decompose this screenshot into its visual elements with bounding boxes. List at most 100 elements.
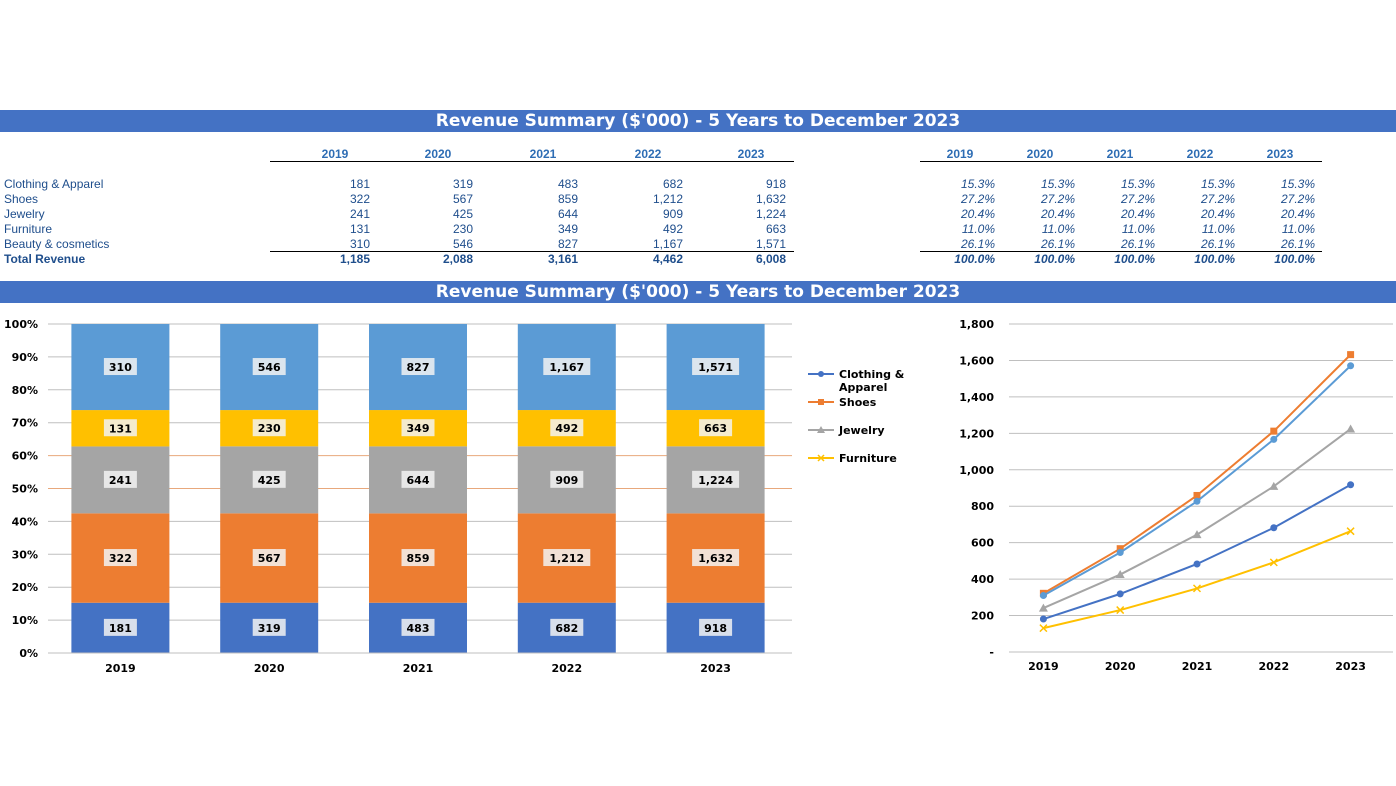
total-cell: 4,462 bbox=[652, 252, 683, 266]
pct-cell: 26.1% bbox=[960, 237, 995, 251]
table-cell: 181 bbox=[349, 177, 370, 191]
data-label: 909 bbox=[555, 474, 578, 487]
data-label-box bbox=[699, 419, 733, 437]
y-tick-label: 40% bbox=[12, 515, 38, 528]
y-tick-label: 0% bbox=[19, 647, 38, 660]
x-tick-label: 2019 bbox=[1028, 660, 1059, 673]
y-tick-label: 400 bbox=[971, 573, 994, 586]
data-label-box bbox=[692, 358, 740, 376]
pct-cell: 15.3% bbox=[1280, 177, 1315, 191]
marker-circle bbox=[1116, 590, 1124, 598]
data-label-box bbox=[401, 419, 435, 437]
marker-circle bbox=[1347, 362, 1355, 370]
data-label: 644 bbox=[407, 474, 430, 487]
table-cell: 319 bbox=[452, 177, 473, 191]
table-cell: 827 bbox=[557, 237, 578, 251]
marker-triangle bbox=[1192, 530, 1202, 539]
marker-triangle bbox=[1038, 603, 1048, 612]
pct-cell: 27.2% bbox=[1040, 192, 1075, 206]
data-label: 1,224 bbox=[698, 474, 733, 487]
data-label-box bbox=[103, 618, 137, 636]
y-tick-label: 60% bbox=[12, 450, 38, 463]
y-tick-label: 20% bbox=[12, 581, 38, 594]
pct-header-underline bbox=[920, 161, 1322, 162]
data-label-box bbox=[401, 618, 435, 636]
y-tick-label: 70% bbox=[12, 417, 38, 430]
pct-cell: 20.4% bbox=[1280, 207, 1315, 221]
table-cell: 663 bbox=[765, 222, 786, 236]
pct-cell: 11.0% bbox=[1201, 222, 1235, 236]
marker-circle bbox=[1039, 615, 1047, 623]
series-line bbox=[1043, 530, 1351, 630]
table-cell: 1,571 bbox=[755, 237, 786, 251]
marker-x bbox=[1116, 606, 1125, 615]
marker-circle bbox=[1116, 549, 1124, 557]
table-cell: 1,632 bbox=[755, 192, 786, 206]
data-label: 859 bbox=[407, 552, 430, 565]
y-tick-label: 10% bbox=[12, 614, 38, 627]
pct-cell: 20.4% bbox=[1120, 207, 1155, 221]
pct-cell: 15.3% bbox=[1040, 177, 1075, 191]
legend-label: Clothing & Apparel bbox=[839, 368, 905, 394]
row-label: Furniture bbox=[4, 222, 53, 236]
x-tick-label: 2020 bbox=[1105, 660, 1136, 673]
total-cell: 2,088 bbox=[442, 252, 473, 266]
data-label: 567 bbox=[258, 552, 281, 565]
table-cell: 1,212 bbox=[652, 192, 683, 206]
data-label-box bbox=[401, 358, 435, 376]
data-label-box bbox=[103, 358, 137, 376]
total-label: Total Revenue bbox=[4, 252, 86, 266]
data-label-box bbox=[543, 358, 591, 376]
total-pct-cell: 100.0% bbox=[954, 252, 995, 266]
pct-cell: 27.2% bbox=[1280, 192, 1315, 206]
pct-cell: 11.0% bbox=[1121, 222, 1155, 236]
marker-triangle bbox=[1346, 424, 1356, 433]
table-cell: 322 bbox=[349, 192, 370, 206]
marker-square bbox=[1193, 491, 1201, 499]
pct-cell: 11.0% bbox=[1041, 222, 1075, 236]
data-label: 230 bbox=[258, 422, 281, 435]
marker-triangle bbox=[1115, 570, 1125, 579]
series-line bbox=[1043, 483, 1352, 620]
marker-triangle bbox=[817, 426, 825, 433]
y-tick-label: 1,600 bbox=[959, 354, 994, 367]
pct-year-header: 2021 bbox=[1106, 147, 1134, 161]
x-tick-label: 2019 bbox=[105, 662, 136, 675]
table-cell: 546 bbox=[452, 237, 473, 251]
pct-cell: 26.1% bbox=[1040, 237, 1075, 251]
table-cell: 241 bbox=[349, 207, 370, 221]
pct-total-line bbox=[920, 251, 1322, 252]
pct-cell: 27.2% bbox=[960, 192, 995, 206]
marker-circle bbox=[1347, 481, 1355, 489]
data-label-box bbox=[103, 549, 137, 567]
pct-cell: 27.2% bbox=[1120, 192, 1155, 206]
marker-x bbox=[1039, 624, 1048, 633]
total-cell: 6,008 bbox=[755, 252, 786, 266]
data-label: 663 bbox=[704, 422, 727, 435]
year-header: 2023 bbox=[737, 147, 765, 161]
total-cell: 3,161 bbox=[547, 252, 578, 266]
data-label-box bbox=[543, 549, 591, 567]
row-label: Beauty & cosmetics bbox=[4, 237, 110, 251]
data-label: 131 bbox=[109, 422, 132, 435]
y-tick-label: 600 bbox=[971, 537, 994, 550]
table-cell: 644 bbox=[557, 207, 578, 221]
stacked-bar-chart: 0% 10% 20% 30% 40% 50% 60% 70% 80% 90% 100% 181 322 2… bbox=[4, 318, 792, 675]
total-pct-cell: 100.0% bbox=[1274, 252, 1315, 266]
row-label: Shoes bbox=[4, 192, 39, 206]
marker-circle bbox=[1193, 560, 1201, 568]
y-tick-label: 80% bbox=[12, 384, 38, 397]
total-pct-cell: 100.0% bbox=[1194, 252, 1235, 266]
x-tick-label: 2020 bbox=[254, 662, 285, 675]
pct-cell: 26.1% bbox=[1280, 237, 1315, 251]
pct-cell: 20.4% bbox=[1040, 207, 1075, 221]
marker-square bbox=[1270, 427, 1278, 435]
table-cell: 1,224 bbox=[755, 207, 786, 221]
year-header: 2019 bbox=[321, 147, 349, 161]
data-label-box bbox=[252, 618, 286, 636]
data-label-box bbox=[550, 470, 584, 488]
data-label: 1,571 bbox=[698, 361, 733, 374]
data-label-box bbox=[401, 549, 435, 567]
data-label: 241 bbox=[109, 474, 132, 487]
legend-label: Jewelry bbox=[838, 424, 885, 437]
